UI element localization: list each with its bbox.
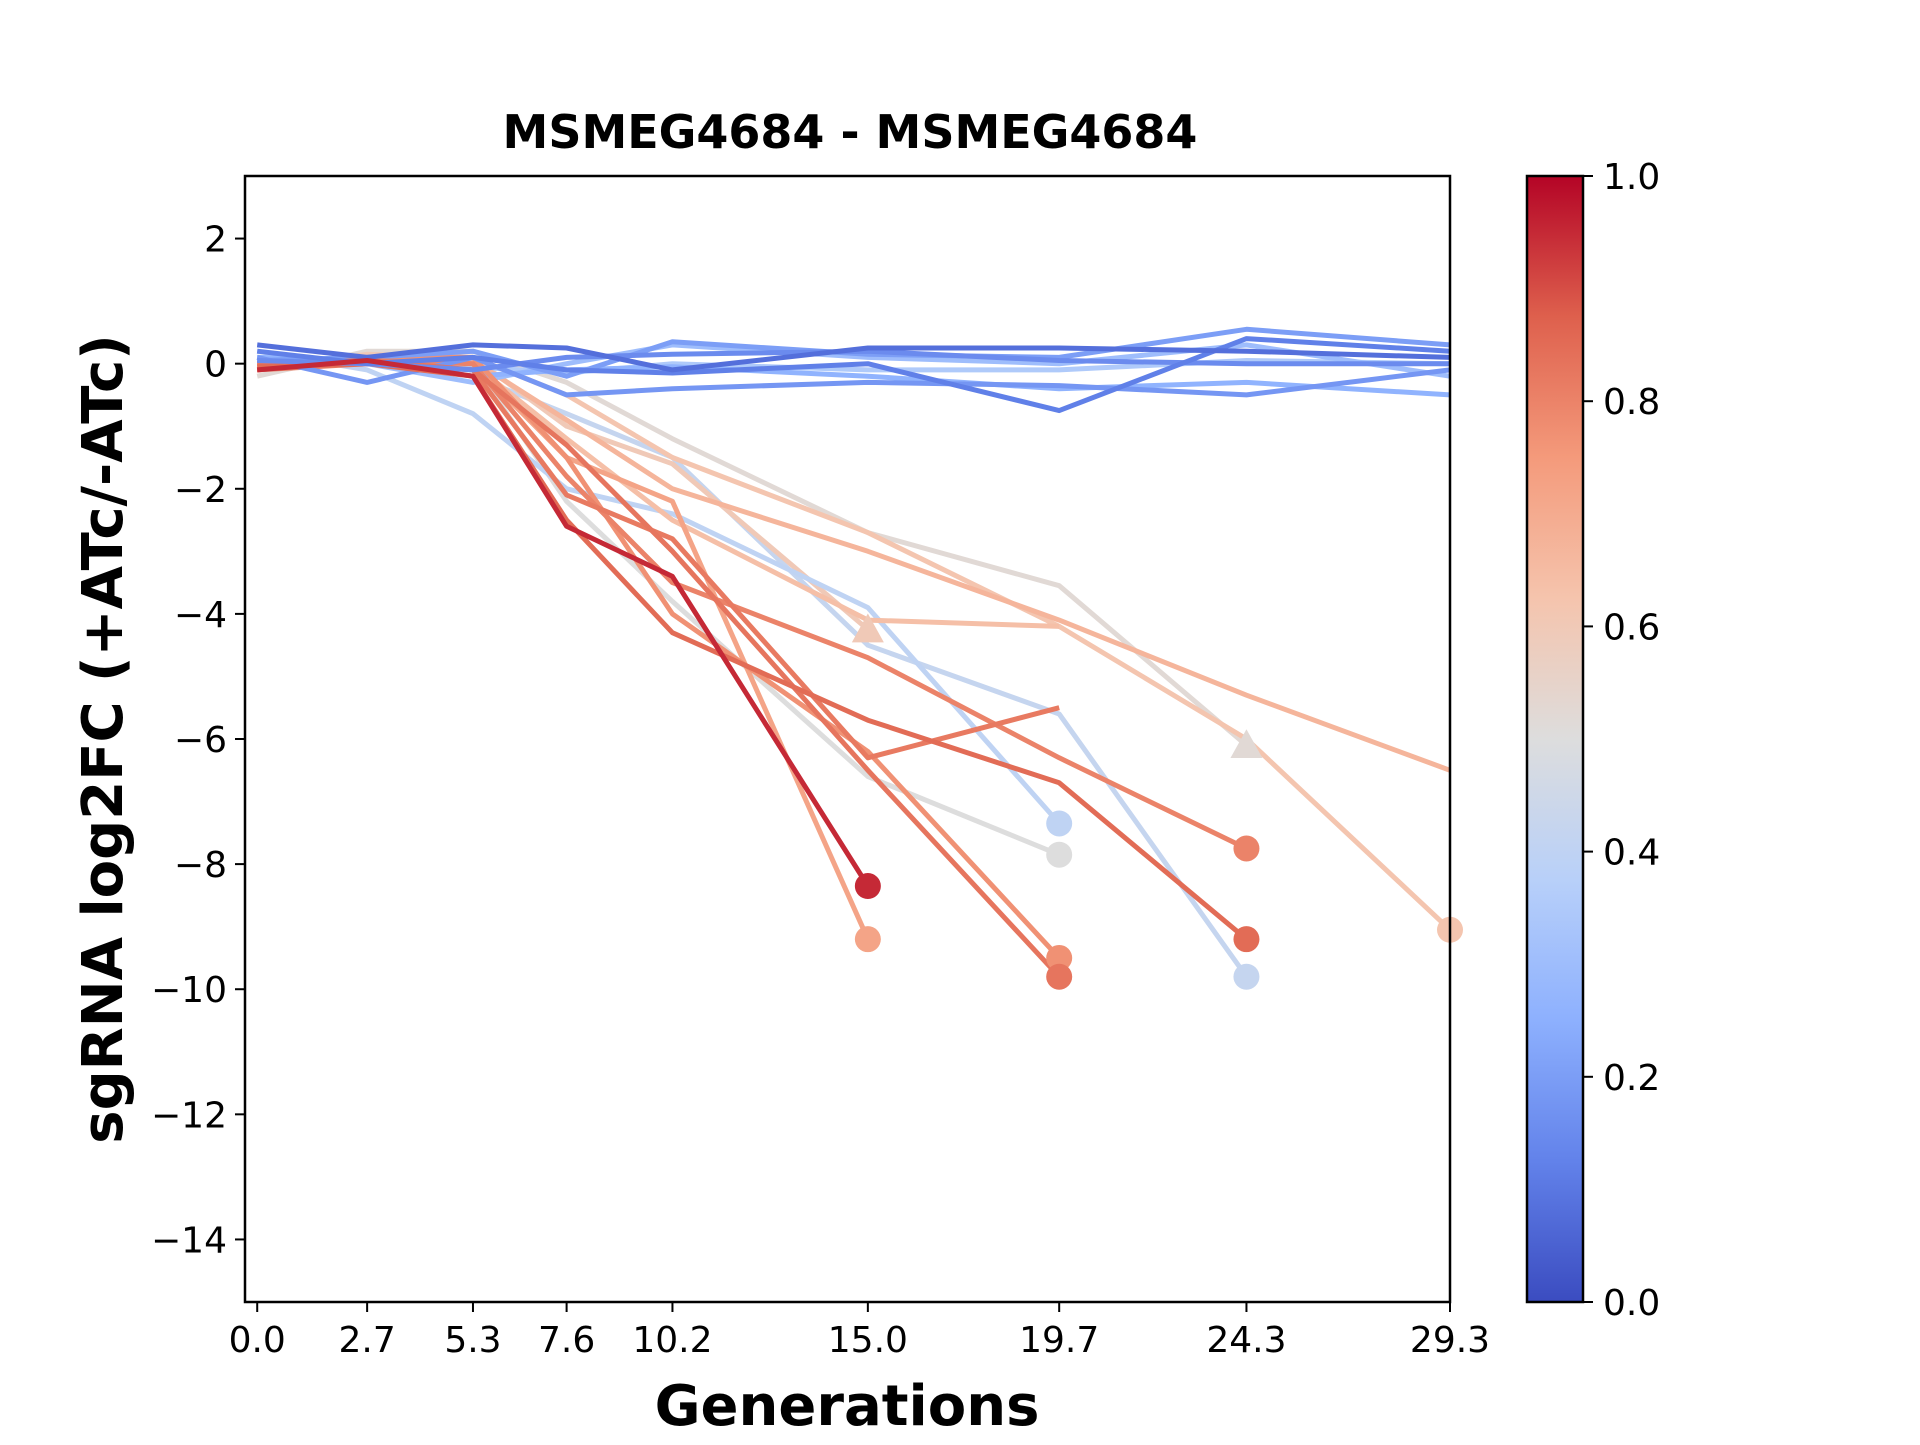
x-tick-label: 29.3	[1410, 1320, 1490, 1361]
colorbar-tick-label: 0.4	[1603, 833, 1660, 874]
x-axis: 0.0 2.7 5.3 7.6 10.2 15.0 19.7 24.3 29.3	[229, 1302, 1490, 1361]
series-end-point-6	[1233, 926, 1260, 953]
colorbar-tick-label: 1.0	[1603, 157, 1660, 198]
series-line-14	[256, 348, 1062, 826]
series-line-10	[256, 348, 1249, 748]
series-line-18	[256, 354, 1451, 398]
series-line-8	[256, 354, 1452, 932]
y-tick-label: 2	[204, 220, 227, 261]
x-tick-label: 15.0	[828, 1320, 908, 1361]
x-tick-label: 0.0	[229, 1320, 286, 1361]
colorbar-tick-label: 0.2	[1603, 1058, 1660, 1099]
x-tick-label: 19.7	[1019, 1320, 1099, 1361]
series-end-point-13	[1046, 841, 1073, 868]
colorbar	[1525, 174, 1585, 1304]
series-end-point-2	[854, 926, 881, 953]
series-end-point-5	[1046, 944, 1073, 971]
series-end-point-4	[1046, 963, 1073, 990]
colorbar-tick-label: 0.0	[1603, 1283, 1660, 1324]
series-line-7	[256, 358, 1248, 851]
x-tick-label: 10.2	[632, 1320, 712, 1361]
y-tick-label: −12	[151, 1095, 227, 1136]
series-line-16	[256, 342, 1451, 373]
y-tick-label: −4	[174, 595, 227, 636]
y-tick-label: −6	[174, 720, 227, 761]
x-tick-label: 24.3	[1206, 1320, 1286, 1361]
y-tick-label: 0	[204, 345, 227, 386]
colorbar-tick-label: 0.8	[1603, 382, 1660, 423]
series-line-3	[257, 361, 1060, 761]
series-end-point-1	[854, 873, 881, 900]
series-end-triangle-10	[1230, 729, 1263, 759]
series-end-point-15	[1233, 963, 1260, 990]
series-end-point-7	[1233, 835, 1260, 862]
colorbar-axis: 1.0 0.8 0.6 0.4 0.2 0.0	[1583, 157, 1660, 1324]
series-line-9	[256, 354, 1451, 773]
markers-layer	[851, 613, 1463, 990]
series-end-triangle-11	[851, 613, 884, 643]
y-axis: 2 0 −2 −4 −6 −8 −10 −12 −14	[151, 220, 245, 1261]
y-tick-label: −14	[151, 1220, 227, 1261]
y-axis-title: sgRNA log2FC (+ATc/-ATc)	[71, 334, 136, 1144]
x-tick-label: 7.6	[538, 1320, 595, 1361]
y-tick-label: −10	[151, 970, 227, 1011]
x-axis-title: Generations	[655, 1374, 1040, 1439]
y-tick-label: −2	[174, 470, 227, 511]
x-tick-label: 5.3	[444, 1320, 501, 1361]
series-line-17	[256, 336, 1451, 414]
series-end-point-14	[1046, 810, 1073, 837]
series-line-1	[256, 358, 871, 888]
x-tick-label: 2.7	[338, 1320, 395, 1361]
y-tick-label: −8	[174, 845, 227, 886]
series-layer	[256, 326, 1452, 979]
colorbar-tick-label: 0.6	[1603, 607, 1660, 648]
chart-title: MSMEG4684 - MSMEG4684	[503, 105, 1198, 159]
